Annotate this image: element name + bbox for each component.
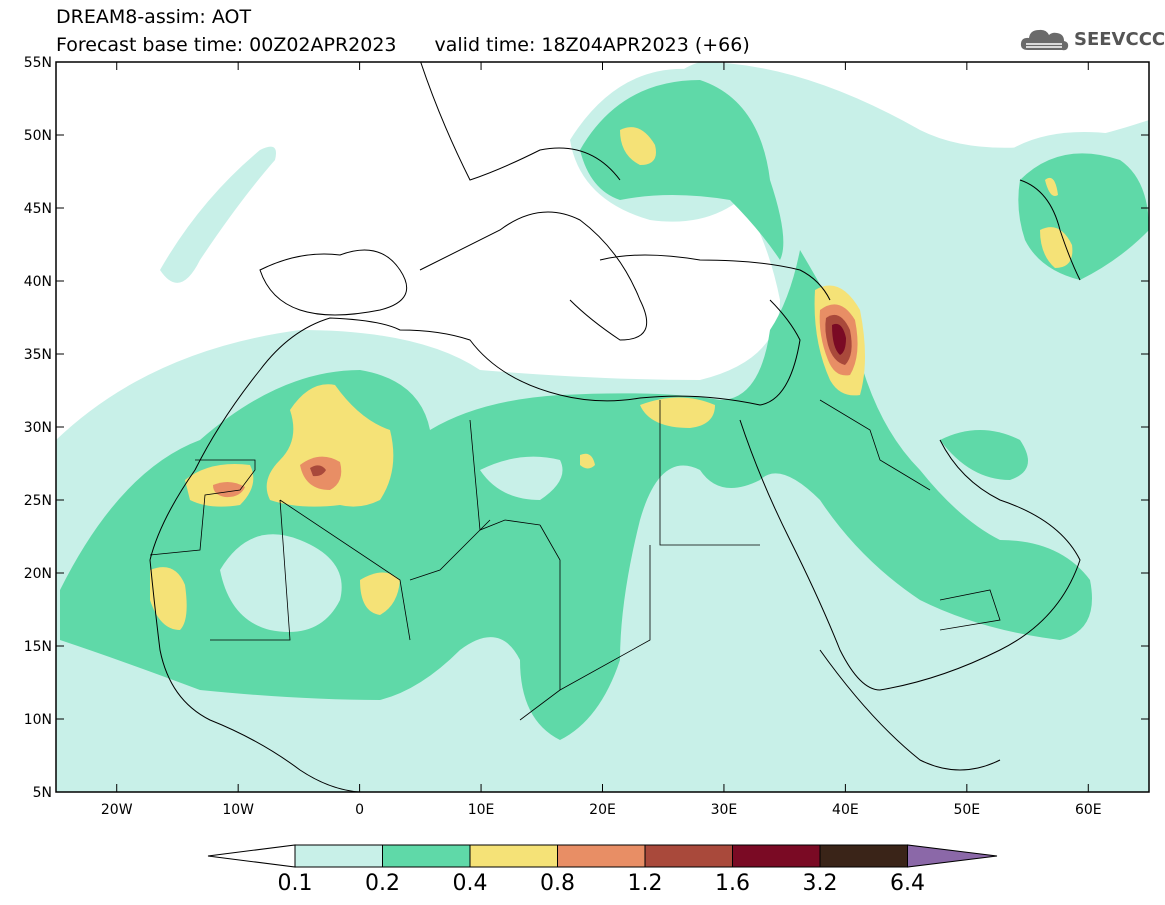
- lon-label: 30E: [711, 802, 738, 818]
- lon-label: 60E: [1075, 802, 1102, 818]
- lat-label: 40N: [24, 274, 52, 290]
- lon-label: 20E: [589, 802, 616, 818]
- latitude-axis: 55N 50N 45N 40N 35N 30N 25N 20N 15N 10N 5N: [24, 55, 1149, 801]
- lon-label: 10W: [222, 802, 254, 818]
- coastlines: [149, 62, 1081, 792]
- lon-label: 20W: [101, 802, 133, 818]
- aot-1.6-layer: [832, 323, 846, 355]
- base-time: Forecast base time: 00Z02APR2023: [56, 34, 397, 56]
- lat-label: 55N: [24, 55, 52, 71]
- time-info: Forecast base time: 00Z02APR2023 valid ti…: [56, 34, 750, 56]
- lon-label: 10E: [468, 802, 495, 818]
- cloud-icon: [1020, 29, 1069, 51]
- colorbar-bin: [644, 844, 733, 868]
- seevccc-logo: SEEVCCC: [1018, 24, 1165, 54]
- lat-label: 5N: [33, 785, 52, 801]
- colorbar-max-arrow: [907, 844, 998, 868]
- lat-label: 15N: [24, 639, 52, 655]
- colorbar-label: 1.6: [715, 871, 750, 896]
- colorbar-label: 0.2: [365, 871, 400, 896]
- valid-time: valid time: 18Z04APR2023 (+66): [434, 34, 750, 56]
- lat-label: 10N: [24, 712, 52, 728]
- country-borders: [149, 399, 1001, 721]
- logo-text: SEEVCCC: [1074, 28, 1165, 50]
- lat-label: 25N: [24, 493, 52, 509]
- colorbar-min-arrow: [207, 844, 296, 868]
- colorbar: 0.1 0.2 0.4 0.8 1.2 1.6 3.2 6.4: [207, 844, 998, 896]
- lon-label: 50E: [953, 802, 980, 818]
- colorbar-bin: [382, 844, 471, 868]
- lat-label: 45N: [24, 201, 52, 217]
- colorbar-bin: [557, 844, 646, 868]
- lon-label: 40E: [832, 802, 859, 818]
- colorbar-bin: [819, 844, 908, 868]
- lat-label: 50N: [24, 128, 52, 144]
- lon-label: 0: [355, 802, 364, 818]
- colorbar-label: 0.8: [540, 871, 575, 896]
- colorbar-label: 0.4: [453, 871, 488, 896]
- dust-field: [56, 62, 1149, 792]
- colorbar-label: 3.2: [803, 871, 838, 896]
- colorbar-bin: [294, 844, 383, 868]
- colorbar-label: 0.1: [278, 871, 313, 896]
- colorbar-bin: [732, 844, 821, 868]
- map-title: DREAM8-assim: AOT: [56, 6, 252, 28]
- aot-holes: [220, 456, 808, 632]
- longitude-axis: 20W 10W 0 10E 20E 30E 40E 50E 60E: [101, 62, 1102, 818]
- colorbar-bin: [469, 844, 558, 868]
- lat-label: 30N: [24, 420, 52, 436]
- colorbar-label: 1.2: [628, 871, 663, 896]
- colorbar-label: 6.4: [890, 871, 925, 896]
- lat-label: 20N: [24, 566, 52, 582]
- lat-label: 35N: [24, 347, 52, 363]
